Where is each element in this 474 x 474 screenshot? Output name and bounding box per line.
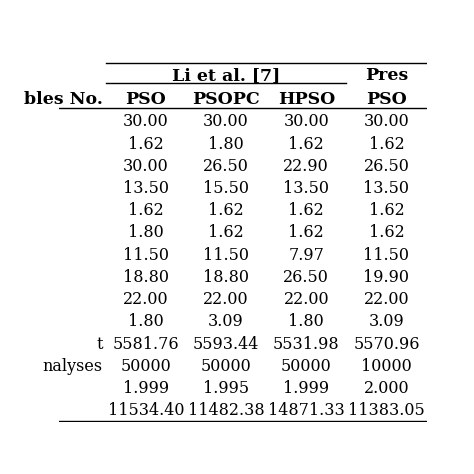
Text: 11.50: 11.50 <box>203 246 249 264</box>
Text: 13.50: 13.50 <box>123 180 169 197</box>
Text: 5531.98: 5531.98 <box>273 336 339 353</box>
Text: 1.62: 1.62 <box>369 225 404 241</box>
Text: t: t <box>96 336 103 353</box>
Text: 50000: 50000 <box>120 358 171 375</box>
Text: 26.50: 26.50 <box>203 158 249 175</box>
Text: 1.995: 1.995 <box>203 380 249 397</box>
Text: 1.62: 1.62 <box>288 225 324 241</box>
Text: 11482.38: 11482.38 <box>188 402 264 419</box>
Text: 30.00: 30.00 <box>123 113 169 130</box>
Text: 22.00: 22.00 <box>123 291 169 308</box>
Text: 1.999: 1.999 <box>283 380 329 397</box>
Text: 11383.05: 11383.05 <box>348 402 425 419</box>
Text: 22.00: 22.00 <box>364 291 410 308</box>
Text: 1.80: 1.80 <box>128 313 164 330</box>
Text: 11.50: 11.50 <box>364 246 410 264</box>
Text: 30.00: 30.00 <box>203 113 249 130</box>
Text: 13.50: 13.50 <box>283 180 329 197</box>
Text: PSOPC: PSOPC <box>192 91 260 108</box>
Text: 15.50: 15.50 <box>203 180 249 197</box>
Text: 2.000: 2.000 <box>364 380 410 397</box>
Text: 1.62: 1.62 <box>128 136 164 153</box>
Text: 22.00: 22.00 <box>283 291 329 308</box>
Text: 1.62: 1.62 <box>208 202 244 219</box>
Text: 5581.76: 5581.76 <box>112 336 179 353</box>
Text: 19.90: 19.90 <box>364 269 410 286</box>
Text: 11.50: 11.50 <box>123 246 169 264</box>
Text: 30.00: 30.00 <box>123 158 169 175</box>
Text: 1.62: 1.62 <box>369 136 404 153</box>
Text: 1.62: 1.62 <box>288 136 324 153</box>
Text: 50000: 50000 <box>281 358 332 375</box>
Text: 5570.96: 5570.96 <box>353 336 420 353</box>
Text: 14871.33: 14871.33 <box>268 402 345 419</box>
Text: 22.00: 22.00 <box>203 291 249 308</box>
Text: nalyses: nalyses <box>43 358 103 375</box>
Text: 1.62: 1.62 <box>288 202 324 219</box>
Text: 1.62: 1.62 <box>208 225 244 241</box>
Text: 1.62: 1.62 <box>369 202 404 219</box>
Text: 11534.40: 11534.40 <box>108 402 184 419</box>
Text: 3.09: 3.09 <box>208 313 244 330</box>
Text: 50000: 50000 <box>201 358 251 375</box>
Text: 7.97: 7.97 <box>288 246 324 264</box>
Text: 1.999: 1.999 <box>123 380 169 397</box>
Text: Pres: Pres <box>365 67 408 84</box>
Text: 5593.44: 5593.44 <box>193 336 259 353</box>
Text: 1.80: 1.80 <box>288 313 324 330</box>
Text: 30.00: 30.00 <box>283 113 329 130</box>
Text: 18.80: 18.80 <box>123 269 169 286</box>
Text: 26.50: 26.50 <box>283 269 329 286</box>
Text: 13.50: 13.50 <box>364 180 410 197</box>
Text: HPSO: HPSO <box>278 91 335 108</box>
Text: 22.90: 22.90 <box>283 158 329 175</box>
Text: Li et al. [7]: Li et al. [7] <box>172 67 280 84</box>
Text: 26.50: 26.50 <box>364 158 410 175</box>
Text: 3.09: 3.09 <box>369 313 404 330</box>
Text: PSO: PSO <box>126 91 166 108</box>
Text: 30.00: 30.00 <box>364 113 410 130</box>
Text: bles No.: bles No. <box>24 91 103 108</box>
Text: 18.80: 18.80 <box>203 269 249 286</box>
Text: 1.80: 1.80 <box>128 225 164 241</box>
Text: 1.80: 1.80 <box>208 136 244 153</box>
Text: PSO: PSO <box>366 91 407 108</box>
Text: 10000: 10000 <box>361 358 412 375</box>
Text: 1.62: 1.62 <box>128 202 164 219</box>
